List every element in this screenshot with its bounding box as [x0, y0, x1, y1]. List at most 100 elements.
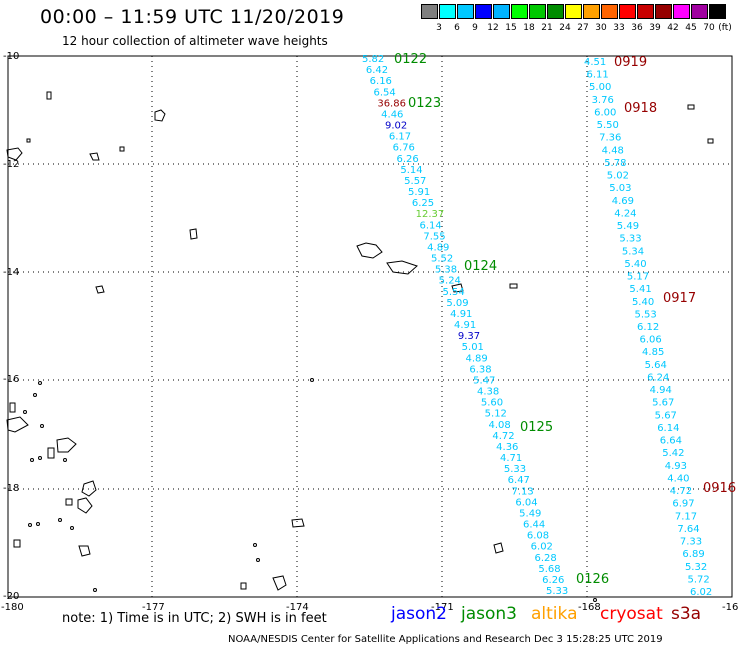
island-outline [95, 285, 105, 294]
wave-height-value: 5.03 [609, 183, 631, 194]
scale-label: 9 [472, 23, 478, 33]
wave-height-value: 6.76 [393, 143, 415, 154]
lon-label: -16 [722, 602, 738, 613]
scale-label: 45 [685, 23, 697, 33]
island-outline [89, 152, 100, 161]
pass-label: 0123 [408, 96, 441, 111]
islet [33, 393, 37, 397]
map-grid [8, 56, 732, 597]
lat-label: -18 [3, 483, 19, 494]
wave-height-value: 5.49 [519, 508, 541, 519]
wave-height-value: 4.91 [450, 309, 472, 320]
islet [310, 378, 314, 382]
pass-label: 0122 [394, 52, 427, 67]
scale-swatch [565, 4, 582, 19]
wave-height-value: 4.36 [496, 442, 518, 453]
wave-height-value: 7.55 [423, 231, 445, 242]
island-outline [13, 539, 21, 548]
wave-height-value: 5.40 [624, 259, 646, 270]
wave-height-value: 6.08 [527, 531, 549, 542]
islet [38, 381, 42, 385]
islet [63, 458, 67, 462]
wave-height-value: 6.89 [682, 549, 704, 560]
track-a-values: 5.826.426.166.5436.864.469.026.176.766.2… [362, 54, 568, 597]
wave-height-value: 5.00 [589, 82, 611, 93]
wave-height-value: 4.40 [667, 473, 689, 484]
wave-height-value: 5.24 [439, 276, 461, 287]
wave-height-value: 6.25 [412, 198, 434, 209]
scale-label: 21 [541, 23, 553, 33]
island-outline [154, 109, 166, 122]
wave-height-value: 4.46 [381, 109, 403, 120]
scale-label: 12 [487, 23, 499, 33]
lon-label: -171 [431, 602, 454, 613]
scale-swatch [583, 4, 600, 19]
island-outline [240, 582, 247, 590]
scale-swatch [547, 4, 564, 19]
island-outline [356, 242, 383, 259]
island-outline [451, 283, 464, 293]
island-outline [78, 545, 91, 557]
wave-height-value: 4.93 [665, 461, 687, 472]
map-subtitle: 12 hour collection of altimeter wave hei… [62, 34, 328, 48]
wave-height-value: 6.26 [397, 154, 419, 165]
footer-credit: NOAA/NESDIS Center for Satellite Applica… [228, 634, 663, 645]
legend-jason3: jason3 [461, 604, 517, 624]
wave-height-value: 4.89 [427, 242, 449, 253]
scale-label: 42 [667, 23, 679, 33]
scale-label: 15 [505, 23, 517, 33]
lon-label: -180 [1, 602, 24, 613]
wave-height-value: 5.40 [632, 297, 654, 308]
islet [70, 526, 74, 530]
axis-labels: -10 -12 -14 -16 -18 -20-180 -177 -174 -171 -168 -1… [1, 51, 738, 613]
wave-height-value: 4.94 [650, 385, 672, 396]
island-outline [189, 228, 198, 240]
scale-unit: (ft) [718, 23, 732, 33]
track-b-values: 4.51 6.115.00 3.766.00 5.50 7.364.48 5.78 5.02… [584, 57, 712, 598]
island-outline [493, 542, 504, 554]
wave-height-value: 5.49 [617, 221, 639, 232]
wave-height-value: 5.67 [652, 398, 674, 409]
wave-height-value: 5.33 [546, 586, 568, 597]
lat-label: -12 [3, 159, 19, 170]
islet [38, 456, 42, 460]
island-outline [291, 518, 305, 528]
island-outline [9, 402, 16, 413]
scale-label: 33 [613, 23, 625, 33]
wave-height-value: 5.60 [481, 398, 503, 409]
islet [23, 410, 27, 414]
pass-label: 0125 [520, 420, 553, 435]
pass-label: 0124 [464, 259, 497, 274]
wave-height-value: 5.33 [504, 464, 526, 475]
wave-height-value: 5.67 [655, 410, 677, 421]
scale-label: 27 [577, 23, 589, 33]
scale-swatch [673, 4, 690, 19]
wave-height-value: 6.11 [587, 70, 609, 81]
map-title: 00:00 – 11:59 UTC 11/20/2019 [40, 6, 345, 28]
scale-swatch [619, 4, 636, 19]
island-outline [26, 138, 31, 143]
legend-jason2: jason2 [391, 604, 447, 624]
wave-height-value: 5.72 [687, 574, 709, 585]
wave-height-value: 5.02 [607, 171, 629, 182]
wave-height-value: 4.24 [614, 208, 636, 219]
wave-height-value: 5.78 [604, 158, 626, 169]
island-outline [77, 497, 93, 514]
island-outline [47, 447, 55, 459]
wave-height-value: 5.09 [446, 298, 468, 309]
lat-label: -10 [3, 51, 19, 62]
wave-height-value: 6.97 [672, 499, 694, 510]
lon-label: -174 [286, 602, 309, 613]
lat-label: -16 [3, 374, 19, 385]
island-outline [6, 416, 29, 433]
scale-label: 6 [454, 23, 460, 33]
wave-height-value: 5.91 [408, 187, 430, 198]
scale-swatch [493, 4, 510, 19]
wave-height-value: 5.82 [362, 54, 384, 65]
wave-height-value: 6.42 [366, 65, 388, 76]
scale-label: 3 [436, 23, 442, 33]
wave-height-value: 6.38 [469, 364, 491, 375]
wave-height-value: 5.50 [597, 120, 619, 131]
legend-cryosat: cryosat [600, 604, 663, 624]
islet [253, 543, 257, 547]
